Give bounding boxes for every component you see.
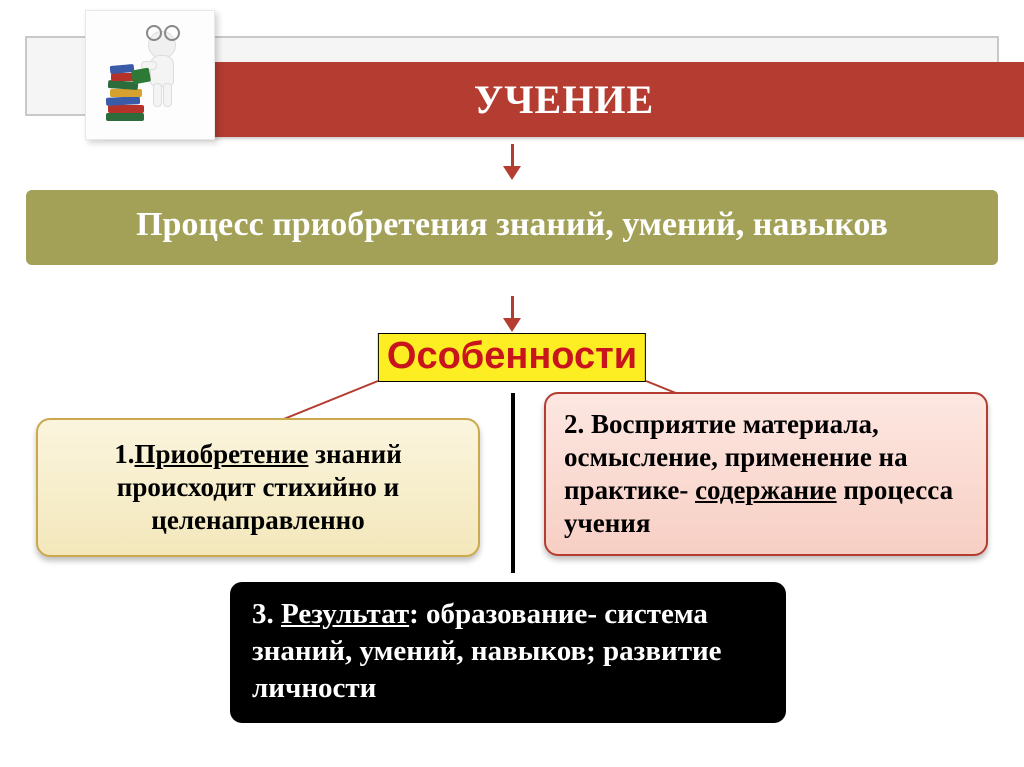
- held-book-icon: [131, 68, 151, 85]
- illustration-card: [85, 10, 215, 140]
- arrow-down-icon: [503, 296, 521, 332]
- feature-3-underlined: Результат: [281, 598, 409, 630]
- definition-text: Процесс приобретения знаний, умений, нав…: [136, 206, 888, 243]
- title-bar: УЧЕНИЕ: [102, 62, 1024, 137]
- arrow-down-icon: [503, 144, 521, 180]
- feature-1-underlined: Приобретение: [135, 439, 309, 469]
- figure-leg-icon: [163, 83, 172, 107]
- feature-box-2: 2. Восприятие материала, осмысление, при…: [544, 392, 988, 556]
- feature-box-1: 1.Приобретение знаний происходит стихийн…: [36, 418, 480, 557]
- feature-box-3: 3. Результат: образование- система знани…: [230, 582, 786, 723]
- feature-2-underlined: содержание: [695, 475, 837, 505]
- vertical-divider: [511, 393, 515, 573]
- glasses-icon: [146, 25, 180, 35]
- feature-1-prefix: 1.: [114, 439, 134, 469]
- figure-body-icon: [150, 55, 174, 87]
- features-label: Особенности: [378, 333, 646, 382]
- definition-box: Процесс приобретения знаний, умений, нав…: [26, 190, 998, 265]
- feature-3-prefix: 3.: [252, 598, 281, 630]
- figure-leg-icon: [153, 83, 162, 107]
- page-title: УЧЕНИЕ: [474, 76, 654, 123]
